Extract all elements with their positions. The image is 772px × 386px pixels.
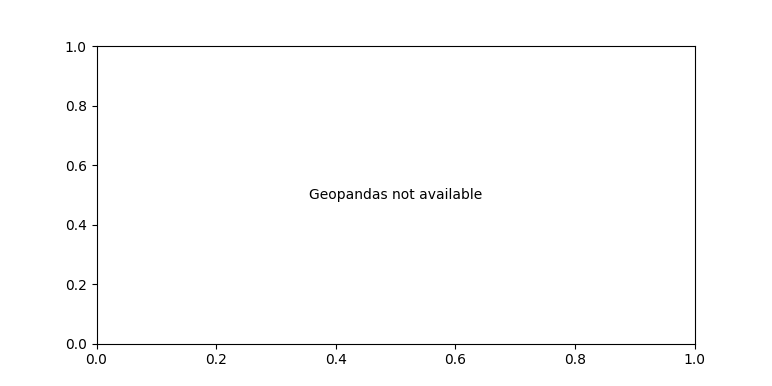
Text: Geopandas not available: Geopandas not available bbox=[309, 188, 482, 202]
